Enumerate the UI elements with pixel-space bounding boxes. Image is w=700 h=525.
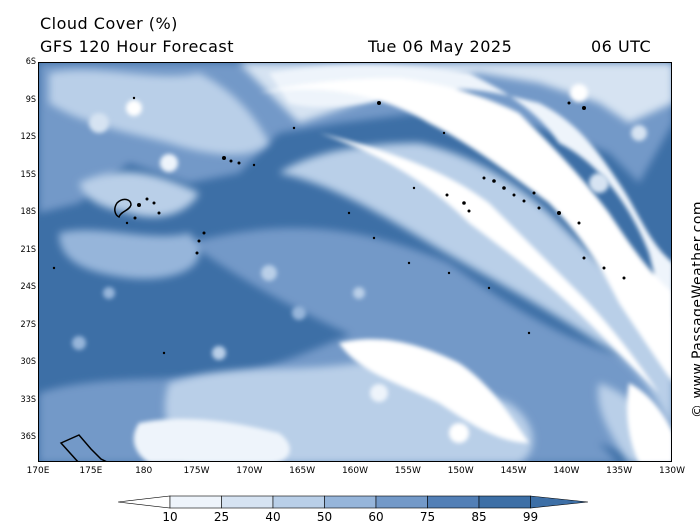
lat-label: 30S [20, 357, 36, 367]
lat-label: 6S [25, 57, 36, 67]
island-markers [52, 96, 626, 461]
lat-label: 18S [20, 207, 36, 217]
color-scale-legend [118, 495, 588, 509]
lat-label: 21S [20, 244, 36, 255]
lon-label: 165W [289, 466, 316, 476]
lat-label: 24S [20, 282, 36, 292]
lon-label: 170W [236, 466, 263, 476]
legend-swatch [478, 495, 531, 509]
lon-label: 175W [183, 466, 210, 476]
legend-swatch [427, 495, 480, 509]
lon-label: 170E [26, 466, 50, 476]
legend-value: 75 [419, 510, 436, 524]
legend-value: 50 [316, 510, 333, 524]
lon-label: 160W [341, 466, 369, 476]
forecast-time: 06 UTC [591, 37, 652, 56]
lon-label: 145W [500, 466, 527, 476]
lat-label: 27S [20, 319, 36, 330]
legend-value: 40 [265, 510, 281, 524]
copyright-text: © www.PassageWeather.com [690, 200, 700, 418]
legend-value: 10 [162, 510, 178, 524]
map-title: Cloud Cover (%) [40, 14, 178, 33]
lat-label: 12S [20, 132, 36, 142]
legend-swatch [221, 495, 274, 509]
legend-swatch [375, 495, 428, 509]
legend-value: 99 [522, 510, 539, 524]
lon-label: 130W [658, 466, 686, 476]
cloud-cover-map[interactable] [38, 62, 672, 462]
lat-label: 9S [25, 94, 36, 105]
lon-label: 150W [447, 466, 474, 476]
lon-label: 180 [135, 466, 153, 476]
lat-label: 15S [20, 169, 36, 180]
legend-value: 60 [368, 510, 384, 524]
forecast-label: GFS 120 Hour Forecast [40, 37, 235, 56]
lon-label: 175E [79, 466, 103, 476]
lat-label: 36S [20, 432, 36, 442]
legend-max-arrow [530, 495, 588, 509]
forecast-date: Tue 06 May 2025 [368, 37, 513, 56]
cloud-field [39, 63, 671, 461]
cloud-speckles [72, 84, 647, 443]
lon-label: 140W [553, 466, 580, 476]
legend-swatch [272, 495, 325, 509]
legend-value: 85 [471, 510, 487, 524]
lat-label: 33S [20, 394, 36, 405]
cloud-band-dense [133, 65, 671, 461]
legend-swatch [324, 495, 377, 509]
lon-label: 135W [606, 466, 633, 476]
legend-swatch [169, 495, 222, 509]
lon-label: 155W [394, 466, 421, 476]
legend-value: 25 [213, 510, 230, 524]
legend-min-arrow [118, 495, 171, 509]
